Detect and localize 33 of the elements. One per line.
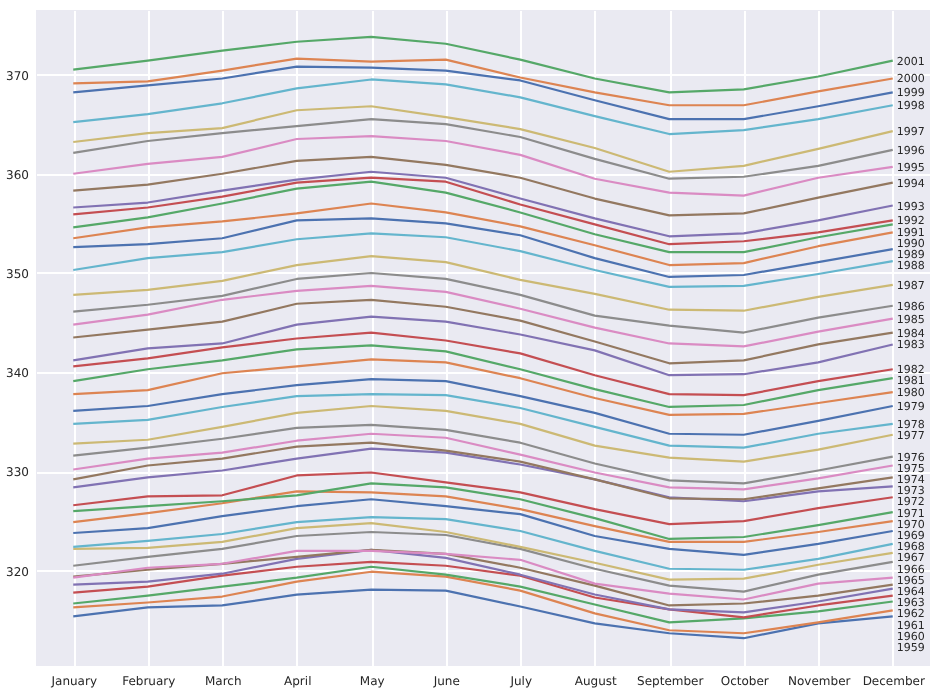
line-series [72, 378, 894, 436]
line-series [72, 392, 894, 449]
line-series [72, 118, 894, 180]
line-series [72, 331, 894, 397]
line-series [72, 315, 894, 377]
line-series [72, 35, 894, 94]
line-series [72, 155, 894, 217]
line-series [72, 482, 894, 541]
line-series [72, 404, 894, 463]
line-series [72, 588, 894, 640]
line-series [72, 65, 894, 121]
line-series [72, 358, 894, 417]
line-series [72, 432, 894, 491]
line-series [72, 271, 894, 334]
line-series [72, 57, 894, 107]
line-series [72, 521, 894, 581]
line-series [72, 105, 894, 173]
line-series [72, 344, 894, 409]
line-series [72, 471, 894, 526]
line-series [72, 202, 894, 267]
line-series [72, 490, 894, 544]
line-series [72, 134, 894, 197]
line-series [72, 498, 894, 556]
line-series [72, 423, 894, 485]
line-series [72, 255, 894, 312]
line-series [72, 298, 894, 365]
line-series [72, 284, 894, 348]
line-series [72, 516, 894, 571]
line-series [72, 78, 894, 136]
line-series [72, 570, 894, 635]
line-series [72, 530, 894, 593]
line-series [72, 217, 894, 279]
line-series [72, 232, 894, 288]
